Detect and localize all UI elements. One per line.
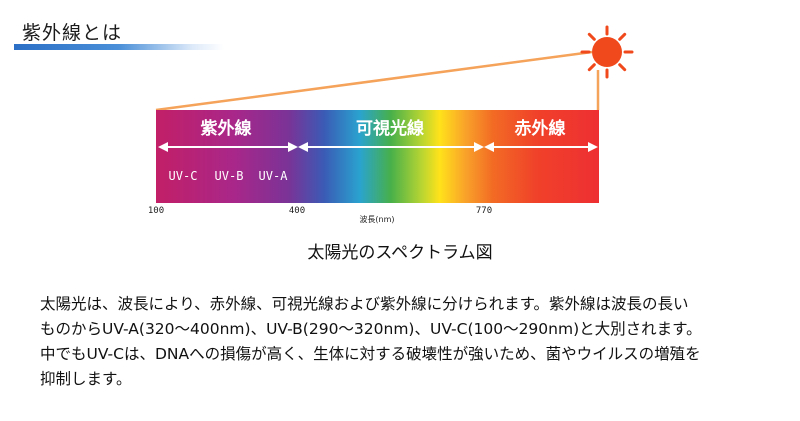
tick-label: 400 [289, 206, 305, 216]
description-line: 抑制します。 [40, 370, 132, 388]
sun-icon [580, 25, 634, 79]
uv-range-arrow [158, 142, 298, 152]
description-text: 太陽光は、波長により、赤外線、可視光線および紫外線に分けられます。紫外線は波長の… [40, 292, 780, 392]
description-line: 太陽光は、波長により、赤外線、可視光線および紫外線に分けられます。紫外線は波長の… [40, 295, 689, 313]
axis-label: 波長(nm) [359, 214, 394, 224]
ir-band-label: 赤外線 [515, 118, 566, 139]
uv-band-label: 紫外線 [201, 118, 252, 139]
tick-label: 100 [148, 206, 164, 216]
title-underline-bar [14, 44, 224, 50]
description-line: ものからUV-A(320〜400nm)、UV-B(290〜320nm)、UV-C… [40, 320, 702, 338]
visible-band-label: 可視光線 [356, 118, 424, 139]
uv-type-label: UV-A [259, 169, 289, 183]
section-header: 紫外線とは [0, 0, 800, 56]
ir-range-arrow [484, 142, 598, 152]
uv-type-label: UV-B [215, 169, 244, 183]
visible-range-arrow [298, 142, 484, 152]
tick-label: 770 [476, 206, 492, 216]
section-title: 紫外線とは [22, 22, 123, 44]
sunbeam-line-left [155, 50, 593, 112]
spectrum-bar [156, 110, 599, 203]
uv-type-label: UV-C [169, 169, 198, 183]
description-line: 中でもUV-Cは、DNAへの損傷が高く、生体に対する破壊性が強いため、菌やウイル… [40, 345, 701, 363]
spectrum-diagram: 紫外線 可視光線 赤外線 UV-C UV-B UV-A 100 400 770 … [148, 25, 634, 224]
diagram-caption: 太陽光のスペクトラム図 [307, 243, 493, 263]
